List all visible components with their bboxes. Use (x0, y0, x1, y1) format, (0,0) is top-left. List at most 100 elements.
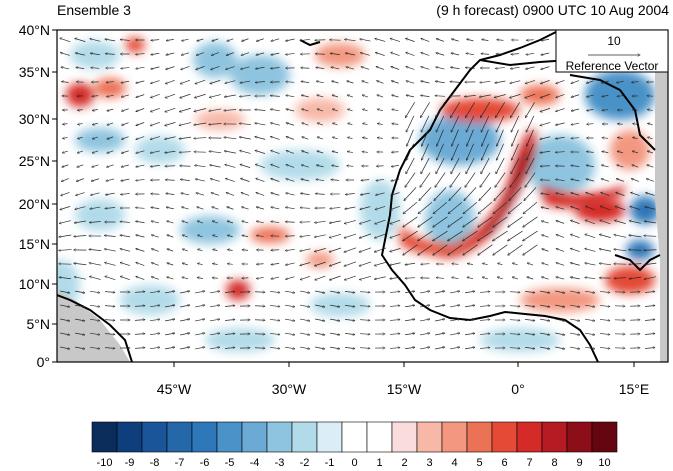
wind-vector (542, 249, 549, 252)
wind-vector (361, 180, 370, 181)
wind-vector (92, 164, 99, 167)
wind-vector (212, 264, 218, 265)
wind-vector (256, 178, 265, 182)
wind-vector (555, 332, 565, 335)
wind-vector (166, 207, 174, 210)
wind-vector (585, 220, 596, 225)
latitude-ticks (52, 29, 57, 363)
wind-vector (556, 235, 565, 238)
wind-vector (507, 230, 523, 241)
wind-vector (180, 347, 190, 350)
wind-vector (105, 54, 115, 55)
wind-vector (389, 334, 400, 335)
wind-vector (376, 81, 384, 84)
wind-vector (329, 220, 341, 223)
wind-vector (242, 38, 249, 41)
wind-vector (435, 291, 445, 294)
wind-vector (586, 193, 595, 196)
wind-vector (196, 193, 205, 196)
wind-vector (418, 201, 433, 214)
wind-vector (374, 233, 386, 238)
wind-vector (241, 193, 250, 196)
wind-vector (92, 150, 99, 153)
wind-vector (481, 143, 489, 161)
wind-vector (421, 38, 430, 42)
wind-vector (359, 219, 371, 224)
wind-vector (585, 206, 595, 211)
wind-vector (375, 192, 385, 195)
wind-vector (195, 305, 205, 308)
wind-vector (347, 137, 353, 138)
wind-vector (300, 275, 311, 279)
wind-vector (179, 136, 192, 139)
wind-vector (270, 96, 280, 97)
wind-vector (136, 262, 145, 266)
wind-vector (121, 108, 129, 111)
wind-vector (542, 235, 549, 238)
wind-vector (403, 216, 418, 227)
wind-vector (479, 292, 490, 293)
wind-vector (165, 150, 176, 153)
wind-vector (452, 129, 459, 147)
wind-vector (570, 318, 580, 321)
wind-vector (541, 193, 550, 194)
wind-vector (270, 123, 280, 126)
plot-title-left: Ensemble 3 (57, 2, 131, 18)
wind-vector (256, 236, 264, 237)
wind-vector (556, 249, 565, 252)
wind-vector (451, 39, 459, 42)
wind-vector (555, 108, 565, 112)
wind-vector (89, 291, 100, 292)
wind-vector (121, 178, 130, 181)
wind-vector (329, 275, 341, 280)
colorbar-swatch (466, 421, 493, 453)
wind-vector (437, 129, 444, 147)
colorbar-label: 8 (551, 457, 557, 469)
colorbar-swatch (141, 421, 168, 453)
wind-vector (345, 53, 355, 56)
colorbar-swatch (441, 421, 468, 453)
wind-vector (615, 206, 626, 211)
wind-vector (227, 38, 234, 41)
lat-label: 40°N (19, 22, 50, 38)
wind-vector (121, 68, 130, 69)
wind-vector (359, 306, 370, 307)
wind-vector (451, 53, 460, 56)
colorbar-label: 6 (501, 457, 507, 469)
colorbar-swatch (391, 421, 418, 453)
wind-vector (525, 172, 536, 188)
wind-vector (420, 102, 430, 117)
wind-vector (479, 320, 490, 321)
wind-vector (195, 347, 205, 350)
wind-vector (224, 94, 236, 97)
wind-vector (495, 68, 505, 69)
colorbar-swatch (116, 421, 143, 453)
wind-vector (436, 278, 444, 279)
wind-vector (418, 244, 433, 255)
wind-vector (508, 244, 523, 255)
wind-vector (104, 348, 115, 349)
wind-vector (360, 206, 371, 210)
wind-vector (570, 346, 580, 349)
colorbar-label: 5 (476, 457, 482, 469)
wind-vector (586, 80, 594, 83)
wind-vector (374, 261, 386, 265)
wind-vector (285, 346, 295, 349)
wind-vector (60, 38, 71, 43)
colorbar-label: -8 (150, 457, 160, 469)
wind-vector (571, 138, 580, 139)
wind-vector (75, 206, 86, 210)
wind-vector (629, 264, 642, 265)
wind-vector (555, 318, 565, 321)
wind-vector (180, 291, 190, 294)
wind-vector (331, 180, 340, 181)
wind-vector (136, 235, 145, 238)
wind-vector (75, 346, 85, 349)
wind-vector (179, 107, 191, 111)
wind-vector (465, 305, 475, 308)
wind-vector (329, 261, 341, 266)
wind-vector (510, 66, 520, 69)
wind-vector (450, 67, 460, 70)
wind-vector (300, 234, 311, 236)
